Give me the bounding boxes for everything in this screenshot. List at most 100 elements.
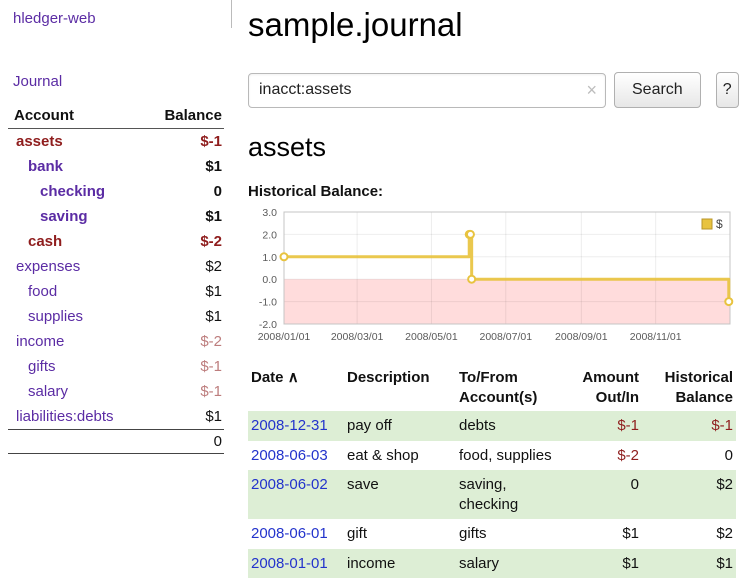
svg-text:3.0: 3.0 bbox=[262, 207, 277, 219]
account-balance: $1 bbox=[205, 158, 222, 175]
search-button[interactable]: Search bbox=[614, 72, 701, 108]
transaction-row: 2008-06-03 eat & shop food, supplies $-2 0 bbox=[248, 441, 736, 471]
account-balance: $-1 bbox=[200, 358, 222, 375]
account-balance: $2 bbox=[205, 258, 222, 275]
account-link[interactable]: food bbox=[28, 283, 58, 300]
account-link[interactable]: bank bbox=[28, 158, 64, 175]
account-balance: $1 bbox=[205, 408, 222, 425]
transaction-amount: $1 bbox=[622, 554, 639, 572]
chart-heading: Historical Balance: bbox=[248, 183, 384, 200]
transaction-description: gift bbox=[347, 525, 368, 542]
transaction-description: eat & shop bbox=[347, 446, 419, 464]
account-link[interactable]: gifts bbox=[28, 358, 56, 375]
account-balance: $-1 bbox=[200, 133, 222, 150]
register-header-row: Date ∧ Description To/From Account(s) Am… bbox=[248, 364, 736, 411]
transaction-row: 2008-01-01 income salary $1 $1 bbox=[248, 548, 736, 578]
account-row: bank $1 bbox=[8, 154, 224, 179]
register-table-body: 2008-12-31 pay off debts $-1 $-1 2008-06-03 ea… bbox=[248, 411, 736, 578]
svg-text:1.0: 1.0 bbox=[262, 252, 277, 264]
account-link[interactable]: saving bbox=[40, 208, 88, 225]
transaction-description: pay off bbox=[347, 417, 392, 434]
account-table-body: assets $-1 bank $1 checking 0 saving $1 cash $-2 e… bbox=[8, 129, 224, 430]
transaction-date-link[interactable]: 2008-01-01 bbox=[251, 554, 328, 572]
account-link[interactable]: cash bbox=[28, 233, 63, 250]
account-row: assets $-1 bbox=[8, 129, 224, 155]
svg-text:2008/09/01: 2008/09/01 bbox=[555, 331, 608, 343]
account-balance: $1 bbox=[205, 308, 222, 325]
help-button[interactable]: ? bbox=[715, 72, 739, 108]
account-balance: $-2 bbox=[200, 233, 222, 250]
register-header-amount: Amount Out/In bbox=[582, 369, 639, 406]
chart-data-point bbox=[279, 252, 289, 262]
accounts-header-balance: Balance bbox=[142, 104, 224, 129]
account-balance: $-2 bbox=[200, 333, 222, 350]
transaction-balance: $2 bbox=[716, 476, 733, 493]
account-balance: 0 bbox=[213, 183, 222, 200]
account-row: checking 0 bbox=[8, 179, 224, 204]
account-row: gifts $-1 bbox=[8, 354, 224, 379]
account-row: expenses $2 bbox=[8, 254, 224, 279]
svg-text:2008/05/01: 2008/05/01 bbox=[405, 331, 458, 343]
account-link[interactable]: assets bbox=[16, 133, 63, 150]
account-row: income $-2 bbox=[8, 329, 224, 354]
transaction-date-link[interactable]: 2008-12-31 bbox=[251, 417, 328, 434]
account-heading: assets bbox=[248, 132, 327, 162]
transaction-row: 2008-06-02 save saving, checking 0 $2 bbox=[248, 470, 736, 519]
clear-search-icon[interactable]: × bbox=[586, 79, 597, 100]
transaction-amount: $-2 bbox=[617, 446, 639, 464]
app-brand-link[interactable]: hledger-web bbox=[13, 10, 96, 27]
transaction-date-link[interactable]: 2008-06-03 bbox=[251, 446, 328, 464]
sort-ascending-icon: ∧ bbox=[287, 369, 299, 386]
search-box: × bbox=[248, 72, 606, 108]
accounts-total-spacer bbox=[8, 429, 143, 454]
chart-negative-region bbox=[284, 279, 730, 324]
transaction-description: income bbox=[347, 554, 396, 572]
search-input[interactable] bbox=[248, 72, 606, 108]
svg-text:2008/07/01: 2008/07/01 bbox=[480, 331, 533, 343]
search-bar: × Search ? bbox=[248, 72, 739, 108]
page-title: sample.journal bbox=[248, 6, 463, 43]
transaction-amount: $-1 bbox=[617, 417, 639, 434]
register-header-date-label: Date bbox=[251, 369, 284, 386]
transaction-date-link[interactable]: 2008-06-02 bbox=[251, 476, 328, 493]
transaction-amount: $1 bbox=[622, 525, 639, 542]
sidebar: hledger-web Journal Account Balance asse… bbox=[0, 0, 233, 454]
svg-text:-1.0: -1.0 bbox=[259, 297, 277, 309]
transaction-amount: 0 bbox=[630, 476, 639, 493]
account-balance: $1 bbox=[205, 208, 222, 225]
account-row: cash $-2 bbox=[8, 229, 224, 254]
svg-text:0.0: 0.0 bbox=[262, 274, 277, 286]
accounts-header-account: Account bbox=[8, 104, 143, 129]
accounts-total-value: 0 bbox=[142, 429, 224, 454]
svg-text:2008/03/01: 2008/03/01 bbox=[331, 331, 384, 343]
transaction-accounts: gifts bbox=[459, 525, 487, 542]
svg-text:2.0: 2.0 bbox=[262, 229, 277, 241]
transaction-balance: $-1 bbox=[711, 417, 733, 434]
svg-text:2008/11/01: 2008/11/01 bbox=[630, 331, 682, 343]
account-row: liabilities:debts $1 bbox=[8, 404, 224, 430]
register-header-balance: Historical Balance bbox=[664, 369, 733, 406]
transaction-accounts: salary bbox=[459, 554, 500, 572]
account-link[interactable]: liabilities:debts bbox=[16, 408, 114, 425]
accounts-table: Account Balance assets $-1 bank $1 checking 0… bbox=[8, 104, 224, 454]
transaction-date-link[interactable]: 2008-06-01 bbox=[251, 525, 328, 542]
svg-text:2008/01/01: 2008/01/01 bbox=[258, 331, 311, 343]
register-table: Date ∧ Description To/From Account(s) Am… bbox=[248, 364, 736, 578]
transaction-accounts: food, supplies bbox=[459, 446, 552, 464]
transaction-accounts: saving, checking bbox=[459, 476, 519, 513]
register-header-date[interactable]: Date ∧ bbox=[248, 364, 344, 411]
account-row: supplies $1 bbox=[8, 304, 224, 329]
account-link[interactable]: expenses bbox=[16, 258, 81, 275]
account-row: salary $-1 bbox=[8, 379, 224, 404]
transaction-description: save bbox=[347, 476, 379, 493]
account-link[interactable]: supplies bbox=[28, 308, 84, 325]
account-link[interactable]: checking bbox=[40, 183, 106, 200]
account-link[interactable]: income bbox=[16, 333, 65, 350]
chart-data-point bbox=[467, 274, 477, 284]
register-header-description: Description bbox=[347, 369, 430, 386]
transaction-row: 2008-06-01 gift gifts $1 $2 bbox=[248, 519, 736, 549]
chart-legend-label: $ bbox=[716, 217, 723, 231]
chart-border bbox=[283, 211, 731, 325]
journal-link[interactable]: Journal bbox=[13, 73, 63, 90]
account-link[interactable]: salary bbox=[28, 383, 69, 400]
